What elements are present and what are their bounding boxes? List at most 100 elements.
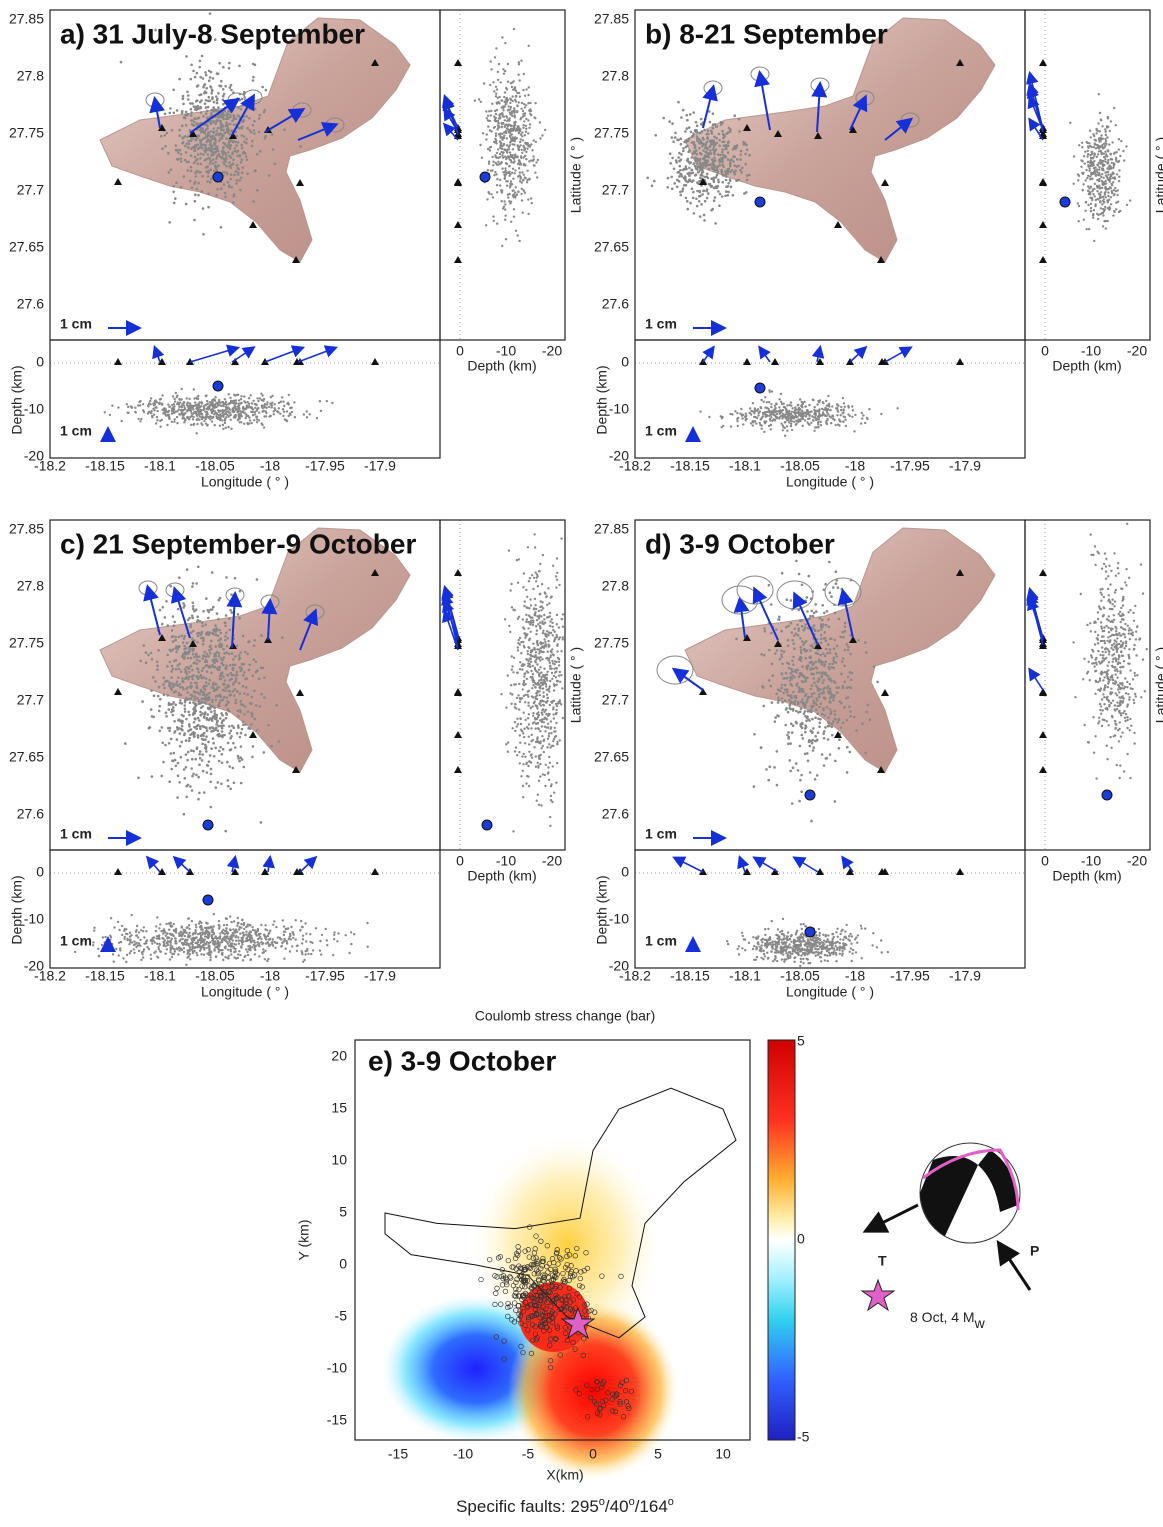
event bbox=[552, 765, 554, 767]
lat-tick: 27.65 bbox=[9, 239, 44, 255]
event bbox=[186, 169, 189, 172]
lat-tick: 27.8 bbox=[602, 68, 629, 84]
event bbox=[1077, 179, 1079, 181]
event bbox=[265, 89, 268, 92]
event bbox=[1089, 130, 1091, 132]
event bbox=[685, 114, 688, 117]
event bbox=[544, 785, 546, 787]
event bbox=[208, 679, 211, 682]
event bbox=[810, 422, 812, 424]
event bbox=[518, 708, 520, 710]
event bbox=[720, 170, 723, 173]
event bbox=[204, 159, 207, 162]
event bbox=[508, 625, 510, 627]
event bbox=[534, 102, 536, 104]
event bbox=[555, 709, 557, 711]
event bbox=[198, 719, 201, 722]
event bbox=[192, 653, 195, 656]
event bbox=[721, 148, 724, 151]
event bbox=[203, 726, 206, 729]
event bbox=[536, 615, 538, 617]
event bbox=[678, 180, 681, 183]
event bbox=[524, 176, 526, 178]
event bbox=[213, 755, 216, 758]
event bbox=[187, 146, 190, 149]
event bbox=[671, 157, 674, 160]
event bbox=[549, 728, 551, 730]
event bbox=[520, 163, 522, 165]
event bbox=[187, 140, 190, 143]
event bbox=[505, 162, 507, 164]
event bbox=[722, 425, 724, 427]
event bbox=[742, 417, 744, 419]
event bbox=[548, 732, 550, 734]
event bbox=[198, 401, 200, 403]
event bbox=[532, 155, 534, 157]
event bbox=[546, 633, 548, 635]
event bbox=[215, 134, 218, 137]
event bbox=[736, 144, 739, 147]
event bbox=[540, 643, 542, 645]
event bbox=[712, 112, 715, 115]
event bbox=[525, 763, 527, 765]
event bbox=[158, 710, 161, 713]
event bbox=[224, 102, 227, 105]
event bbox=[234, 577, 237, 580]
event bbox=[214, 161, 217, 164]
event bbox=[219, 410, 221, 412]
event bbox=[1102, 225, 1104, 227]
event bbox=[191, 775, 194, 778]
event bbox=[528, 690, 530, 692]
event bbox=[1103, 201, 1105, 203]
event bbox=[184, 159, 187, 162]
event bbox=[542, 691, 544, 693]
event bbox=[514, 750, 516, 752]
event bbox=[549, 612, 551, 614]
lon-tick: -18.1 bbox=[729, 458, 761, 474]
event bbox=[218, 399, 220, 401]
event bbox=[485, 138, 487, 140]
event bbox=[159, 698, 162, 701]
event bbox=[249, 419, 251, 421]
event bbox=[516, 754, 518, 756]
event bbox=[179, 686, 182, 689]
station bbox=[1039, 59, 1047, 66]
event bbox=[729, 162, 732, 165]
event bbox=[1098, 169, 1100, 171]
event bbox=[512, 609, 514, 611]
event bbox=[528, 647, 530, 649]
event bbox=[497, 79, 499, 81]
event bbox=[224, 639, 227, 642]
event bbox=[197, 153, 200, 156]
event bbox=[788, 421, 790, 423]
event bbox=[491, 103, 493, 105]
event bbox=[185, 766, 188, 769]
event bbox=[181, 405, 183, 407]
event bbox=[180, 728, 183, 731]
event bbox=[512, 671, 514, 673]
event bbox=[511, 143, 513, 145]
event bbox=[213, 170, 216, 173]
event bbox=[288, 938, 290, 940]
event bbox=[208, 79, 211, 82]
event bbox=[199, 171, 202, 174]
event bbox=[229, 737, 232, 740]
event bbox=[509, 589, 511, 591]
event bbox=[195, 774, 198, 777]
event bbox=[486, 117, 488, 119]
event bbox=[214, 747, 217, 750]
event bbox=[190, 682, 193, 685]
event bbox=[523, 712, 525, 714]
event bbox=[240, 395, 242, 397]
event bbox=[552, 626, 554, 628]
event bbox=[259, 705, 262, 708]
event bbox=[510, 583, 512, 585]
event bbox=[183, 637, 186, 640]
event bbox=[791, 420, 793, 422]
event bbox=[733, 156, 736, 159]
event bbox=[1090, 136, 1092, 138]
event bbox=[206, 771, 209, 774]
event bbox=[212, 682, 215, 685]
event bbox=[205, 149, 208, 152]
event bbox=[543, 739, 545, 741]
